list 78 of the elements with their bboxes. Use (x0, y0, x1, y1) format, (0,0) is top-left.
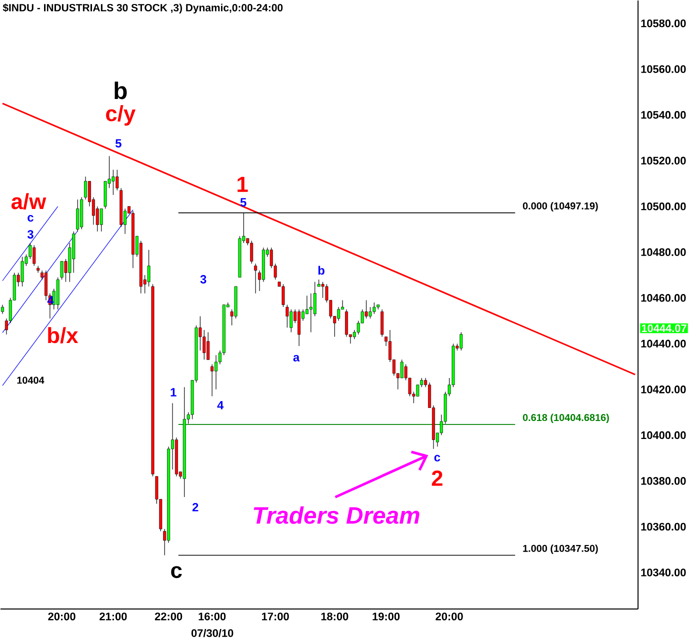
candlestick (368, 306, 372, 319)
y-tick-label: 10560.00 (641, 65, 686, 73)
candlestick (337, 306, 340, 322)
candlestick (460, 332, 463, 351)
x-tick-label: 22:00 (154, 612, 182, 620)
candlestick (282, 284, 285, 308)
y-tick-label: 10540.00 (641, 111, 686, 119)
candlestick (380, 309, 384, 338)
x-tick-label: 21:00 (100, 612, 127, 620)
candlestick (1, 304, 4, 314)
candlestick (254, 263, 258, 294)
candlestick (112, 169, 115, 196)
candlestick (400, 359, 404, 378)
candlestick (20, 256, 24, 287)
candlestick (84, 176, 88, 200)
candlestick (321, 282, 324, 298)
annotation: c (171, 566, 182, 578)
y-tick-label: 10340.00 (641, 568, 686, 576)
candlestick (202, 330, 206, 360)
ref-line-label: 0.000 (10497.19) (522, 202, 598, 212)
candlestick (116, 169, 119, 191)
annotation: 1 (170, 388, 176, 396)
annotation: 4 (217, 401, 224, 410)
candlestick (32, 244, 36, 266)
candlestick (286, 304, 289, 328)
annotation: 2 (432, 470, 442, 486)
annotation: c (434, 454, 440, 462)
annotation: 3 (27, 230, 34, 239)
x-tick-label: 16:00 (198, 612, 226, 620)
y-tick-label: 10480.00 (641, 248, 686, 256)
annotation: c (28, 215, 34, 222)
candlestick (206, 332, 210, 360)
x-tick-label: 18:00 (321, 612, 348, 620)
annotation: Traders Dream (254, 506, 420, 524)
x-tick-label: 20:00 (48, 612, 76, 620)
candlestick (290, 309, 293, 333)
annotation: a (293, 354, 300, 362)
candlestick (298, 309, 301, 346)
annotation: 2 (192, 502, 198, 512)
y-tick-label: 10420.00 (641, 386, 686, 394)
candlestick (309, 293, 312, 333)
chart-title: $INDU - INDUSTRIALS 30 STOCK ,3) Dynamic,0:00-24:00 (2, 4, 283, 14)
candlestick (372, 302, 376, 314)
candlestick (60, 260, 64, 280)
candlestick (76, 199, 80, 232)
y-tick-label: 10380.00 (641, 477, 686, 485)
y-tick-label: 10440.00 (641, 340, 686, 348)
annotation: b (318, 266, 324, 275)
text: 10444.07 (642, 324, 686, 332)
y-tick-label: 10360.00 (641, 522, 686, 531)
annotation: 1 (238, 176, 248, 192)
y-tick-label: 10460.00 (641, 294, 686, 302)
annotation: c/y (106, 105, 136, 126)
annotation: 4 (47, 296, 54, 304)
candlestick (100, 208, 103, 232)
y-tick-label: 10520.00 (641, 156, 686, 164)
candlestick (210, 364, 214, 397)
y-tick-label: 10580.00 (641, 19, 686, 28)
x-tick-label: 20:00 (436, 612, 463, 620)
candlestick (345, 309, 348, 338)
annotation: b (114, 82, 127, 100)
y-tick-label: 10400.00 (641, 431, 686, 440)
annotation: b/x (48, 327, 78, 344)
x-tick-label: 19:00 (372, 612, 400, 620)
ref-line-label: 1.000 (10347.50) (523, 544, 598, 554)
annotation: 5 (240, 198, 246, 206)
annotation: a/w (11, 193, 46, 210)
text: 07/30/10 (191, 628, 234, 638)
candlestick (313, 282, 316, 316)
annotation: 5 (115, 139, 122, 148)
ref-line-label: 0.618 (10404.6816) (522, 414, 609, 424)
candlestick (214, 354, 218, 390)
annotation: 10404 (17, 376, 44, 384)
candlestick (250, 240, 254, 264)
y-tick-label: 10500.00 (641, 202, 686, 210)
annotation: 3 (200, 275, 206, 284)
x-tick-label: 17:00 (262, 612, 289, 620)
candlestick (147, 250, 150, 287)
